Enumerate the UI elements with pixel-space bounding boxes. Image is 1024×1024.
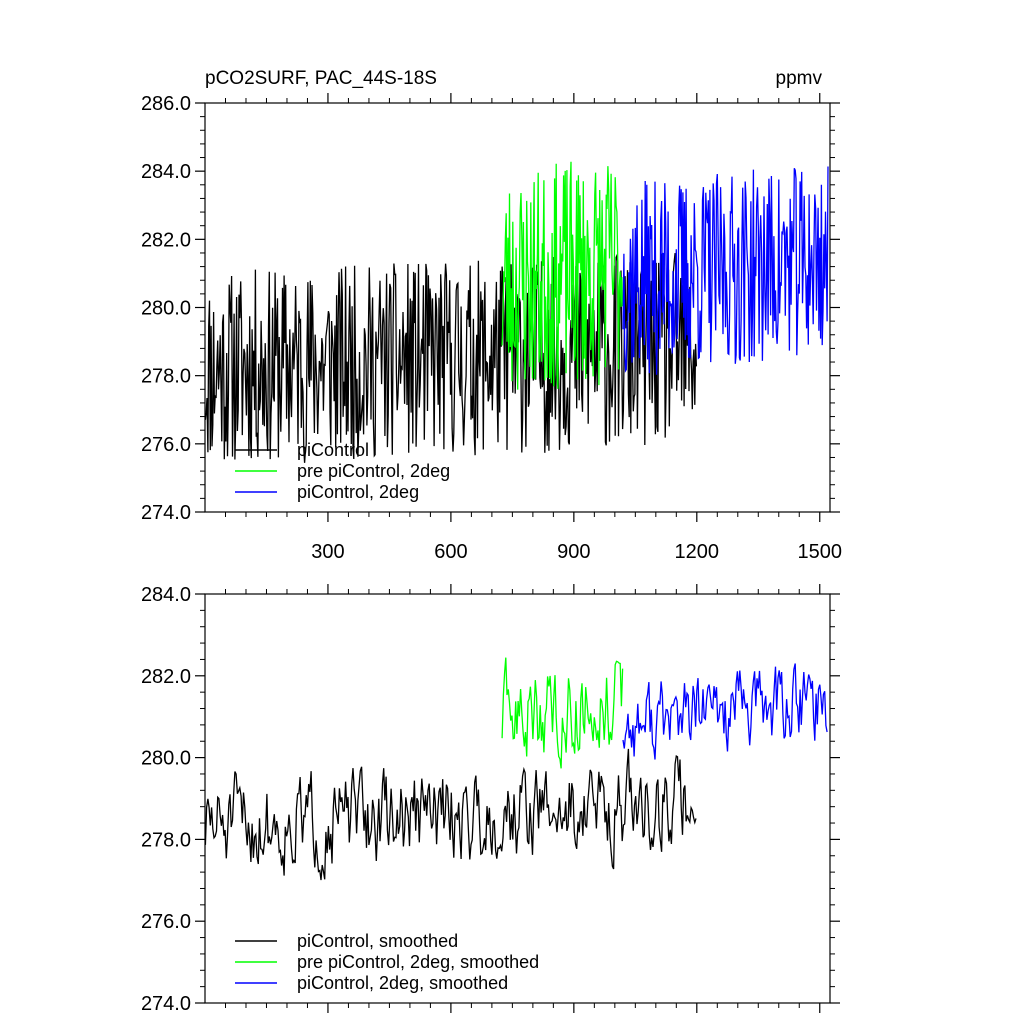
series-line-2 [501, 657, 624, 769]
y-tick-label: 276.0 [141, 434, 191, 456]
legend-label-3: piControl, 2deg [297, 482, 419, 502]
y-tick-label: 274.0 [141, 502, 191, 524]
legend-label-1: piControl, smoothed [297, 931, 458, 951]
series-line-1 [204, 748, 697, 881]
x-tick-label: 1500 [798, 541, 843, 563]
legend-label-3: piControl, 2deg, smoothed [297, 973, 508, 993]
y-tick-label: 282.0 [141, 229, 191, 251]
series-line-3 [622, 166, 829, 375]
units-label: ppmv [776, 68, 823, 89]
series-line-3 [622, 663, 828, 760]
x-tick-label: 300 [311, 541, 344, 563]
y-tick-label: 286.0 [141, 93, 191, 115]
bottom-panel: 274.0 276.0 278.0 280.0 282.0 284.0 piControl… [141, 584, 840, 1015]
y-tick-label: 278.0 [141, 366, 191, 388]
bottom-series-group [204, 657, 828, 881]
bottom-plot-frame [204, 593, 831, 1004]
legend-label-1: piControl [297, 440, 369, 460]
y-tick-label: 280.0 [141, 298, 191, 320]
top-panel: pCO2SURF, PAC_44S-18S ppmv 274.0 276.0 278… [141, 68, 842, 563]
y-tick-label: 278.0 [141, 829, 191, 851]
top-series-group [204, 161, 829, 463]
y-tick-label: 284.0 [141, 161, 191, 183]
bottom-ticks: 274.0 276.0 278.0 280.0 282.0 284.0 [141, 584, 840, 1015]
chart-title: pCO2SURF, PAC_44S-18S [205, 68, 437, 89]
y-tick-label: 280.0 [141, 748, 191, 770]
x-tick-label: 900 [557, 541, 590, 563]
y-tick-label: 274.0 [141, 993, 191, 1015]
series-line-2 [501, 161, 624, 390]
y-tick-label: 276.0 [141, 911, 191, 933]
x-tick-label: 600 [434, 541, 467, 563]
legend-label-2: pre piControl, 2deg [297, 461, 450, 481]
top-ticks: 274.0 276.0 278.0 280.0 282.0 284.0 286.0 300 60… [141, 93, 842, 563]
y-tick-label: 282.0 [141, 666, 191, 688]
legend-label-2: pre piControl, 2deg, smoothed [297, 952, 539, 972]
x-tick-label: 1200 [675, 541, 720, 563]
y-tick-label: 284.0 [141, 584, 191, 606]
series-line-1 [204, 253, 698, 463]
